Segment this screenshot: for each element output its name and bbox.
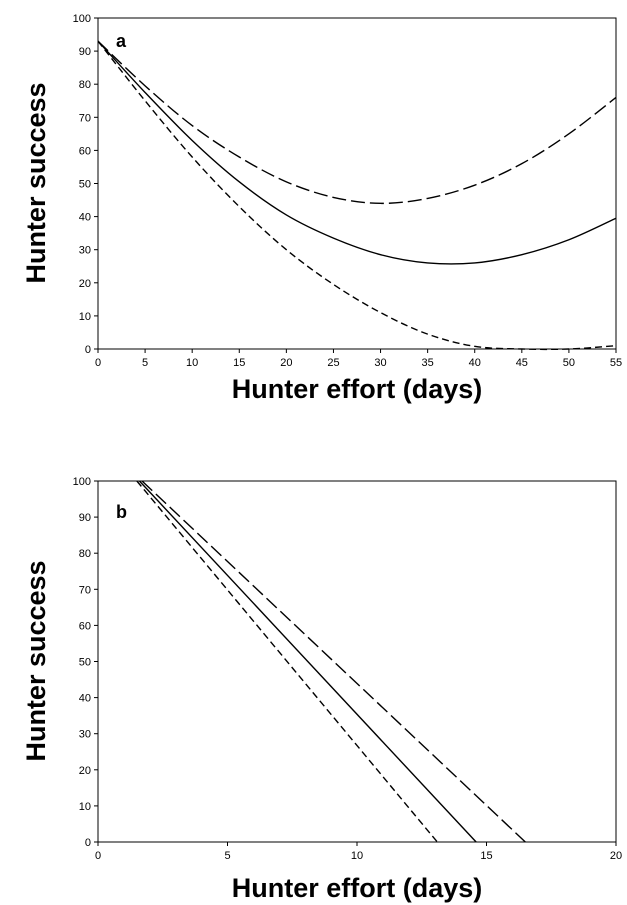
x-tick-label: 0 — [95, 850, 101, 862]
plot-frame-b — [97, 480, 617, 843]
x-tick-label: 20 — [280, 357, 292, 369]
x-tick-label: 35 — [422, 357, 434, 369]
y-tick-label: 80 — [79, 548, 91, 560]
y-tick-label: 50 — [79, 179, 91, 191]
y-tick-label: 30 — [79, 245, 91, 257]
series-group-b — [136, 480, 526, 843]
y-tick-label: 90 — [79, 46, 91, 58]
x-tick-label: 10 — [351, 850, 363, 862]
x-tick-label: 45 — [516, 357, 528, 369]
x-tick-label: 25 — [327, 357, 339, 369]
x-tick-label: 30 — [374, 357, 386, 369]
y-tick-label: 50 — [79, 657, 91, 669]
y-tick-label: 60 — [79, 145, 91, 157]
x-tick-label: 15 — [480, 850, 492, 862]
panel-b: 0 5 10 15 20 0 10 20 30 40 50 60 70 80 90 100 b Hunter … — [21, 476, 622, 903]
y-tick-label: 10 — [79, 801, 91, 813]
y-axis-title-a: Hunter success — [21, 82, 51, 283]
x-axis-title-a: Hunter effort (days) — [232, 374, 483, 404]
series-line-short-dash-a — [97, 40, 617, 351]
panel-letter-b: b — [116, 502, 127, 522]
x-tick-label: 50 — [563, 357, 575, 369]
y-tick-label: 0 — [85, 344, 91, 356]
y-tick-label: 80 — [79, 79, 91, 91]
y-tick-label: 20 — [79, 765, 91, 777]
y-tick-label: 70 — [79, 112, 91, 124]
panel-a: 0 5 10 15 20 25 30 35 40 45 50 55 0 10 20 30 40 50 60 70 80 9… — [21, 13, 622, 404]
y-tick-label: 70 — [79, 584, 91, 596]
series-line-solid-a — [97, 40, 617, 265]
x-tick-label: 15 — [233, 357, 245, 369]
series-line-short-dash-b — [136, 480, 438, 843]
x-axis-title-b: Hunter effort (days) — [232, 873, 483, 903]
y-tick-label: 40 — [79, 212, 91, 224]
ticks-b: 0 5 10 15 20 0 10 20 30 40 50 60 70 80 90 100 — [73, 476, 622, 862]
y-tick-label: 20 — [79, 278, 91, 290]
y-tick-label: 100 — [73, 476, 91, 488]
x-tick-label: 40 — [469, 357, 481, 369]
x-tick-label: 55 — [610, 357, 622, 369]
x-tick-label: 5 — [142, 357, 148, 369]
x-tick-label: 0 — [95, 357, 101, 369]
panel-letter-a: a — [116, 31, 127, 51]
y-tick-label: 100 — [73, 13, 91, 25]
x-tick-label: 10 — [186, 357, 198, 369]
series-line-solid-b — [138, 480, 477, 843]
y-tick-label: 0 — [85, 837, 91, 849]
series-line-long-dash-b — [141, 480, 526, 843]
y-tick-label: 90 — [79, 512, 91, 524]
y-tick-label: 60 — [79, 620, 91, 632]
series-line-long-dash-a — [97, 40, 617, 205]
x-tick-label: 20 — [610, 850, 622, 862]
y-tick-label: 30 — [79, 729, 91, 741]
y-tick-label: 10 — [79, 311, 91, 323]
x-tick-label: 5 — [224, 850, 230, 862]
y-tick-label: 40 — [79, 693, 91, 705]
ticks-a: 0 5 10 15 20 25 30 35 40 45 50 55 0 10 20 30 40 50 60 70 80 9… — [73, 13, 622, 369]
y-axis-title-b: Hunter success — [21, 560, 51, 761]
series-group-a — [97, 40, 617, 351]
